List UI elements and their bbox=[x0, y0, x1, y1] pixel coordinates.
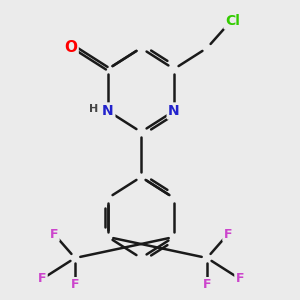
Text: F: F bbox=[50, 227, 58, 241]
Text: F: F bbox=[38, 272, 46, 286]
Text: N: N bbox=[168, 104, 180, 118]
Text: Cl: Cl bbox=[225, 14, 240, 28]
Text: N: N bbox=[102, 104, 114, 118]
Text: F: F bbox=[236, 272, 244, 286]
Text: O: O bbox=[64, 40, 77, 56]
Text: F: F bbox=[203, 278, 211, 292]
Text: F: F bbox=[71, 278, 79, 292]
Text: F: F bbox=[224, 227, 232, 241]
Text: H: H bbox=[89, 103, 98, 114]
